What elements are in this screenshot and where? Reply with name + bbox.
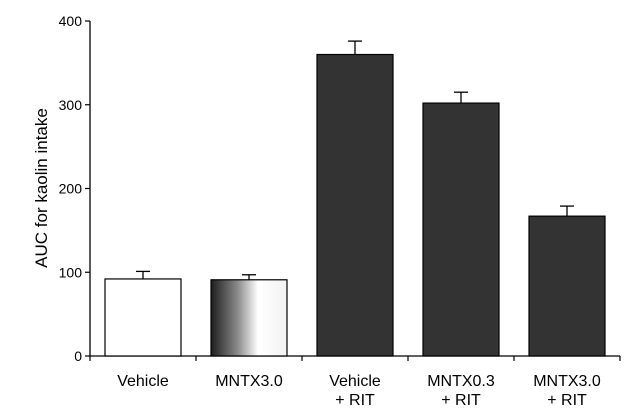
category-label-3: MNTX0.3 [427,373,495,390]
category-label-2: Vehicle [329,373,381,390]
bar-2 [316,53,394,357]
bar-0 [104,278,182,357]
y-tick-label-3: 300 [59,97,83,113]
labels: 0 100 200 300 400 Vehicle MNTX3.0 Vehicle + RIT M… [59,13,601,409]
bar-4 [528,215,606,357]
category-label-2-line2: + RIT [335,392,375,409]
bar-3 [422,102,500,357]
y-tick-label-2: 200 [59,181,83,197]
y-tick-label-0: 0 [74,348,82,364]
y-tick-label-1: 100 [59,264,83,280]
y-tick-label-4: 400 [59,13,83,29]
category-label-0: Vehicle [117,373,169,390]
y-axis-label: AUC for kaolin intake [32,108,51,268]
category-label-1: MNTX3.0 [215,373,283,390]
category-label-4-line2: + RIT [547,392,587,409]
category-label-3-line2: + RIT [441,392,481,409]
category-label-4: MNTX3.0 [533,373,601,390]
bar-1 [210,279,288,357]
bars [104,40,606,357]
